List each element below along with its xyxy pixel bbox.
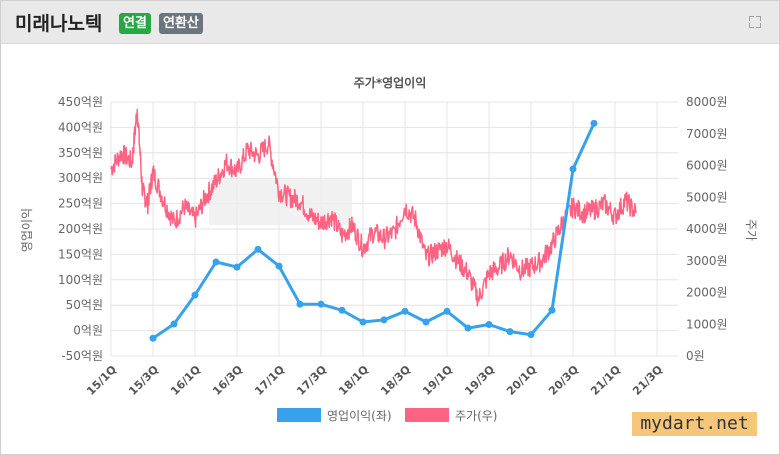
profit-point[interactable] <box>485 321 493 329</box>
profit-point[interactable] <box>170 320 178 328</box>
right-axis-ticks: 8000원 7000원 6000원 5000원 4000원 3000원 2000원 1000원… <box>686 95 728 363</box>
company-name: 미래나노텍 <box>15 13 103 35</box>
x-tick-label: 16/3Q <box>210 363 245 398</box>
legend-price-swatch[interactable] <box>405 408 449 422</box>
right-tick-label: 2000원 <box>686 286 728 300</box>
legend: 영업이익(좌) 주가(우) <box>277 408 497 423</box>
x-tick-label: 20/1Q <box>504 363 539 398</box>
left-tick-label: 100억원 <box>58 273 103 287</box>
legend-profit-label[interactable]: 영업이익(좌) <box>327 409 392 423</box>
profit-series-line <box>151 121 596 340</box>
expand-icon[interactable] <box>749 16 761 28</box>
consolidated-badge[interactable]: 연결 <box>119 13 151 34</box>
profit-point[interactable] <box>380 316 388 324</box>
profit-point[interactable] <box>254 245 262 253</box>
legend-profit-swatch[interactable] <box>277 408 321 422</box>
profit-point[interactable] <box>233 263 241 271</box>
profit-point[interactable] <box>443 307 451 315</box>
x-tick-label: 19/3Q <box>462 363 497 398</box>
profit-point[interactable] <box>422 318 430 326</box>
profit-point[interactable] <box>359 318 367 326</box>
profit-point[interactable] <box>338 306 346 314</box>
x-tick-label: 21/1Q <box>588 363 623 398</box>
profit-point[interactable] <box>464 324 472 332</box>
left-tick-label: 0억원 <box>73 324 103 338</box>
right-axis-label: 주가 <box>744 219 758 241</box>
profit-point[interactable] <box>548 306 556 314</box>
x-tick-label: 15/3Q <box>126 363 161 398</box>
left-tick-label: 300억원 <box>58 171 103 185</box>
profit-point[interactable] <box>149 334 157 342</box>
x-tick-label: 20/3Q <box>546 363 581 398</box>
left-axis-label: 영업이익 <box>20 208 34 252</box>
x-tick-label: 19/1Q <box>420 363 455 398</box>
right-tick-label: 8000원 <box>686 95 728 109</box>
profit-point[interactable] <box>212 258 220 266</box>
x-tick-label: 18/1Q <box>336 363 371 398</box>
left-tick-label: 350억원 <box>58 146 103 160</box>
grid-lines <box>110 101 678 357</box>
x-tick-label: 21/3Q <box>630 363 665 398</box>
profit-point[interactable] <box>296 300 304 308</box>
x-tick-label: 17/3Q <box>294 363 329 398</box>
right-tick-label: 3000원 <box>686 254 728 268</box>
right-tick-label: 4000원 <box>686 222 728 236</box>
left-tick-label: 150억원 <box>58 247 103 261</box>
left-tick-label: -50억원 <box>61 349 103 363</box>
right-tick-label: 5000원 <box>686 190 728 204</box>
card-header: 미래나노텍 연결 연환산 <box>1 1 779 44</box>
profit-point[interactable] <box>590 119 598 127</box>
profit-point[interactable] <box>506 328 514 336</box>
right-tick-label: 6000원 <box>686 159 728 173</box>
left-tick-label: 250억원 <box>58 197 103 211</box>
left-tick-label: 450억원 <box>58 95 103 109</box>
right-tick-label: 1000원 <box>686 317 728 331</box>
left-axis-ticks: 450억원 400억원 350억원 300억원 250억원 200억원 150억원 100억원… <box>58 95 103 363</box>
right-tick-label: 0원 <box>686 349 705 363</box>
x-tick-label: 17/1Q <box>252 363 287 398</box>
x-tick-label: 15/1Q <box>84 363 119 398</box>
chart-svg: 주가*영업이익 영업이익 주가 450억원 400억원 350억원 300억원 250억… <box>20 75 758 423</box>
legend-price-label[interactable]: 주가(우) <box>455 409 497 423</box>
chart-title: 주가*영업이익 <box>354 75 427 90</box>
x-tick-label: 16/1Q <box>168 363 203 398</box>
profit-series-points <box>149 119 598 342</box>
watermark: mydart.net <box>632 412 757 436</box>
price-series-line <box>110 108 637 307</box>
profit-point[interactable] <box>191 291 199 299</box>
profit-point[interactable] <box>527 331 535 339</box>
left-tick-label: 200억원 <box>58 222 103 236</box>
profit-point[interactable] <box>401 307 409 315</box>
profit-point[interactable] <box>569 165 577 173</box>
profit-point[interactable] <box>317 300 325 308</box>
left-tick-label: 50억원 <box>66 298 103 312</box>
profit-point[interactable] <box>275 262 283 270</box>
x-axis-ticks: 15/1Q 15/3Q 16/1Q 16/3Q 17/1Q 17/3Q 18/1Q 18/3Q… <box>84 363 665 398</box>
annualized-badge[interactable]: 연환산 <box>159 13 203 34</box>
left-tick-label: 400억원 <box>58 120 103 134</box>
x-tick-label: 18/3Q <box>378 363 413 398</box>
right-tick-label: 7000원 <box>686 127 728 141</box>
